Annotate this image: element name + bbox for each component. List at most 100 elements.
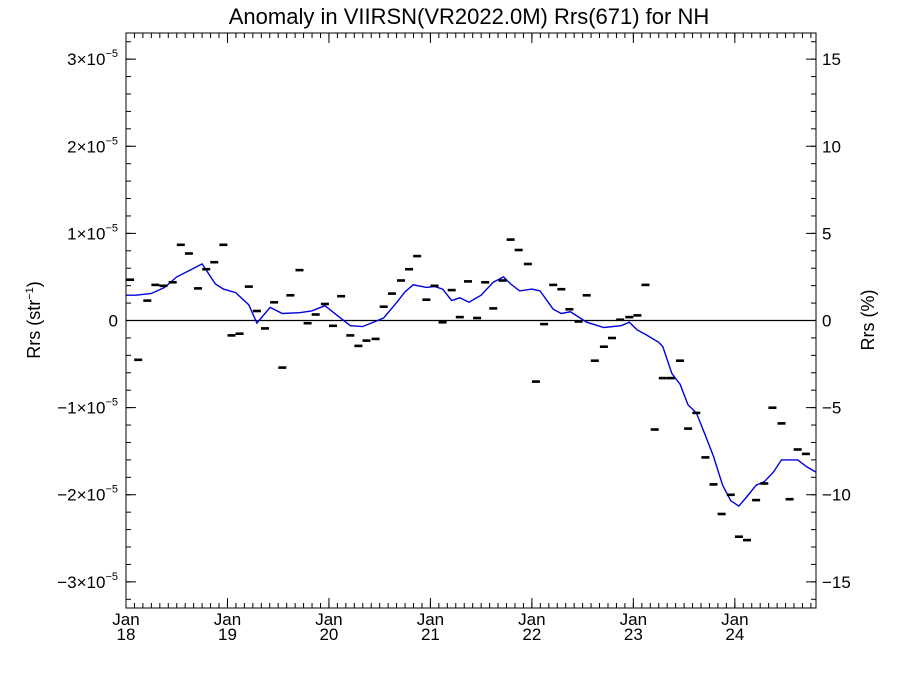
data-point <box>194 287 202 290</box>
x-tick-year-label: 18 <box>117 625 136 644</box>
data-point <box>438 321 447 324</box>
x-tick-year-label: 23 <box>624 625 643 644</box>
data-point <box>752 498 761 502</box>
left-tick-label: −3×10−5 <box>57 571 118 592</box>
data-point <box>270 301 279 304</box>
data-point <box>489 307 498 310</box>
data-point <box>320 302 329 306</box>
data-point <box>176 243 185 247</box>
data-point <box>311 313 320 316</box>
data-point <box>658 376 667 380</box>
x-tick-month-label: Jan <box>620 610 647 629</box>
left-tick-label: 1×10−5 <box>67 222 118 243</box>
data-point <box>346 334 355 337</box>
data-point <box>219 243 228 247</box>
x-tick-month-label: Jan <box>315 610 342 629</box>
data-point <box>684 427 693 430</box>
data-point <box>278 366 287 369</box>
data-point <box>210 260 219 264</box>
data-point <box>455 315 464 319</box>
data-point <box>261 327 269 330</box>
right-tick-label: 5 <box>822 224 831 243</box>
data-point <box>768 406 777 409</box>
data-point <box>608 336 616 340</box>
data-point <box>354 344 363 348</box>
right-axis-ticks: 15 10 5 0 −5 −10 −15 <box>806 41 851 600</box>
data-point <box>362 339 371 342</box>
data-point <box>464 280 472 283</box>
data-point <box>143 299 152 302</box>
left-axis-label-exponent: −1 <box>24 287 36 300</box>
data-point <box>599 345 608 348</box>
left-tick-label: −1×10−5 <box>57 397 118 418</box>
data-point <box>227 334 236 337</box>
right-tick-label: 0 <box>822 312 831 331</box>
data-point <box>625 315 634 319</box>
data-point <box>126 278 135 281</box>
data-point <box>633 314 642 317</box>
data-point <box>337 294 346 298</box>
right-tick-label: −15 <box>822 573 851 592</box>
data-point <box>329 324 337 328</box>
data-point <box>235 332 244 335</box>
data-point <box>371 337 380 341</box>
left-tick-label: −2×10−5 <box>57 484 118 505</box>
data-point <box>379 305 388 308</box>
data-point <box>430 284 439 288</box>
x-tick-month-label: Jan <box>518 610 545 629</box>
right-tick-label: −5 <box>822 399 841 418</box>
data-point <box>590 359 599 362</box>
data-point <box>641 283 650 287</box>
data-point <box>743 538 751 542</box>
data-point <box>168 281 177 284</box>
data-point <box>793 448 802 451</box>
data-point <box>734 535 743 538</box>
x-tick-month-label: Jan <box>417 610 444 629</box>
left-tick-label: 3×10−5 <box>67 48 118 69</box>
data-point <box>709 483 718 486</box>
left-tick-label: 2×10−5 <box>67 135 118 156</box>
data-point <box>134 358 143 362</box>
x-tick-month-label: Jan <box>214 610 241 629</box>
data-point <box>202 267 211 271</box>
data-point <box>650 428 659 431</box>
left-axis-ticks: 3×10−5 2×10−5 1×10−5 0 −1×10−5 −2×10−5 −3×10−5 <box>57 41 136 600</box>
data-point <box>726 493 735 497</box>
data-point <box>801 452 810 456</box>
x-tick-year-label: 20 <box>319 625 338 644</box>
data-point <box>777 422 786 425</box>
data-point <box>760 482 769 485</box>
smoothed-line-layer <box>126 262 817 508</box>
data-point <box>498 279 507 282</box>
right-tick-label: 10 <box>822 137 841 156</box>
data-point <box>523 262 532 266</box>
data-point <box>616 318 625 321</box>
x-tick-year-label: 19 <box>218 625 237 644</box>
data-point <box>514 248 523 252</box>
x-tick-year-label: 21 <box>421 625 440 644</box>
data-point <box>692 411 701 415</box>
data-point <box>184 252 193 255</box>
data-point <box>447 288 456 292</box>
data-point <box>286 294 295 297</box>
data-points-layer <box>126 238 810 542</box>
data-point <box>387 292 396 295</box>
data-point <box>244 285 253 288</box>
data-point <box>252 309 261 313</box>
data-point <box>405 267 414 271</box>
right-tick-label: 15 <box>822 50 841 69</box>
data-point <box>676 359 684 362</box>
data-point <box>549 283 558 287</box>
data-point <box>666 376 675 380</box>
data-point <box>506 238 515 241</box>
data-point <box>159 284 168 288</box>
chart-title: Anomaly in VIIRSN(VR2022.0M) Rrs(671) fo… <box>229 4 709 29</box>
data-point <box>701 456 710 459</box>
x-tick-year-label: 22 <box>522 625 541 644</box>
data-point <box>151 283 160 287</box>
data-point <box>422 298 431 301</box>
data-point <box>397 279 405 282</box>
data-point <box>582 294 591 297</box>
smoothed-anomaly-line <box>126 262 817 508</box>
